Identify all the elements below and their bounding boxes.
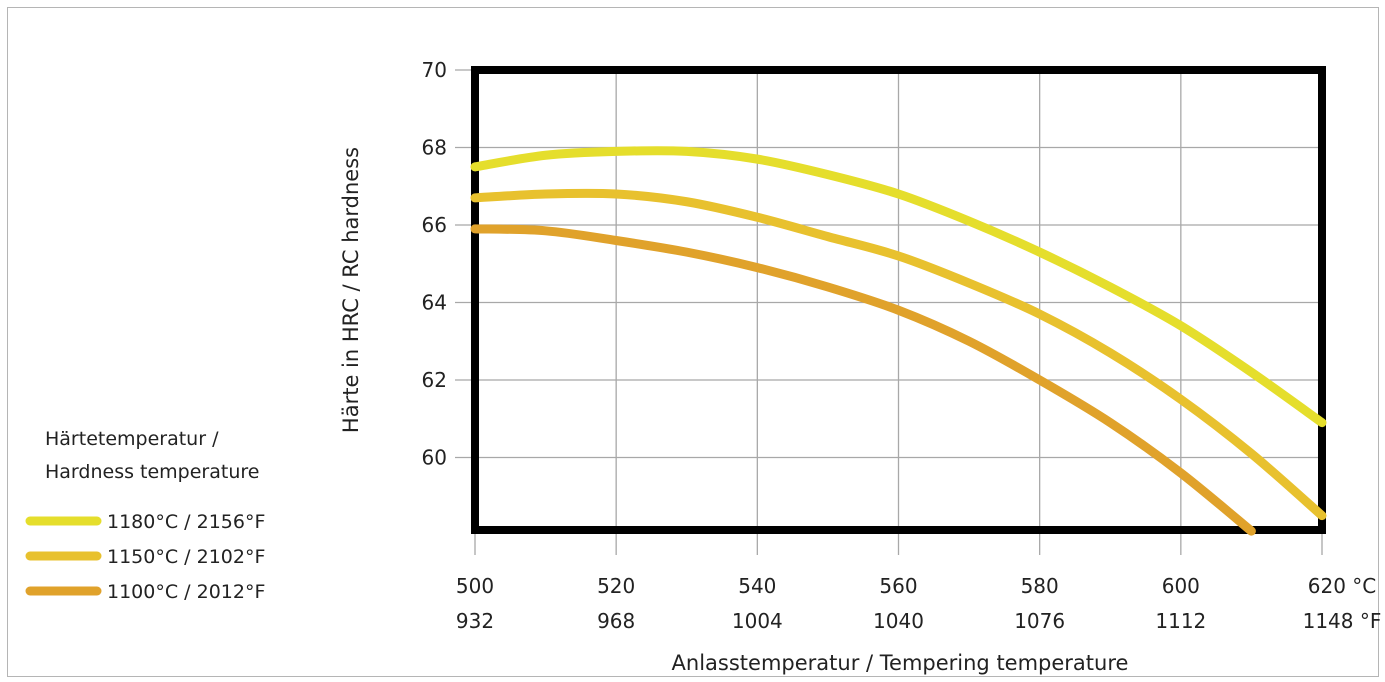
x-tick-label-celsius: 560 (879, 574, 917, 598)
legend-item-label: 1180°C / 2156°F (107, 511, 265, 533)
x-tick-label-fahrenheit: 968 (597, 609, 635, 633)
x-tick-label-fahrenheit: 932 (456, 609, 494, 633)
legend: Härtetemperatur / Hardness temperature 1… (25, 428, 265, 603)
x-tick-label-fahrenheit: 1040 (873, 609, 924, 633)
x-tick-label-celsius: 580 (1021, 574, 1059, 598)
y-tick-label: 64 (422, 291, 447, 315)
legend-item-label: 1100°C / 2012°F (107, 581, 265, 603)
y-tick-label: 66 (422, 213, 447, 237)
series-line-2 (470, 188, 1327, 521)
y-tick-label: 68 (422, 136, 447, 160)
legend-title-line-1: Härtetemperatur / (45, 428, 219, 450)
y-axis-ticks: 60 62 64 66 68 70 (422, 58, 447, 470)
y-tick-label: 70 (422, 58, 447, 82)
legend-title-line-2: Hardness temperature (45, 461, 259, 483)
x-axis-ticks: 500 932 520 968 540 1004 560 1040 580 1076 600 1112… (456, 574, 1381, 633)
series-line-1 (470, 146, 1327, 428)
chart-page (7, 7, 1379, 677)
x-tick-label-fahrenheit: 1112 (1155, 609, 1206, 633)
x-tick-label-fahrenheit: 1148 °F (1303, 609, 1382, 633)
x-axis-label: Anlasstemperatur / Tempering temperature (672, 651, 1129, 675)
legend-item-label: 1150°C / 2102°F (107, 546, 265, 568)
x-tick-label-celsius: 600 (1162, 574, 1200, 598)
plot-frame (471, 66, 1326, 534)
y-tick-label: 62 (422, 368, 447, 392)
x-tick-label-celsius: 540 (738, 574, 776, 598)
x-tick-label-celsius: 520 (597, 574, 635, 598)
series-lines (470, 146, 1327, 536)
series-line-3 (470, 224, 1256, 536)
x-tick-label-celsius: 620 °C (1308, 574, 1377, 598)
x-tick-label-fahrenheit: 1076 (1014, 609, 1065, 633)
x-tick-label-fahrenheit: 1004 (732, 609, 783, 633)
y-tick-label: 60 (422, 446, 447, 470)
y-axis-label: Härte in HRC / RC hardness (339, 147, 363, 433)
x-tick-label-celsius: 500 (456, 574, 494, 598)
